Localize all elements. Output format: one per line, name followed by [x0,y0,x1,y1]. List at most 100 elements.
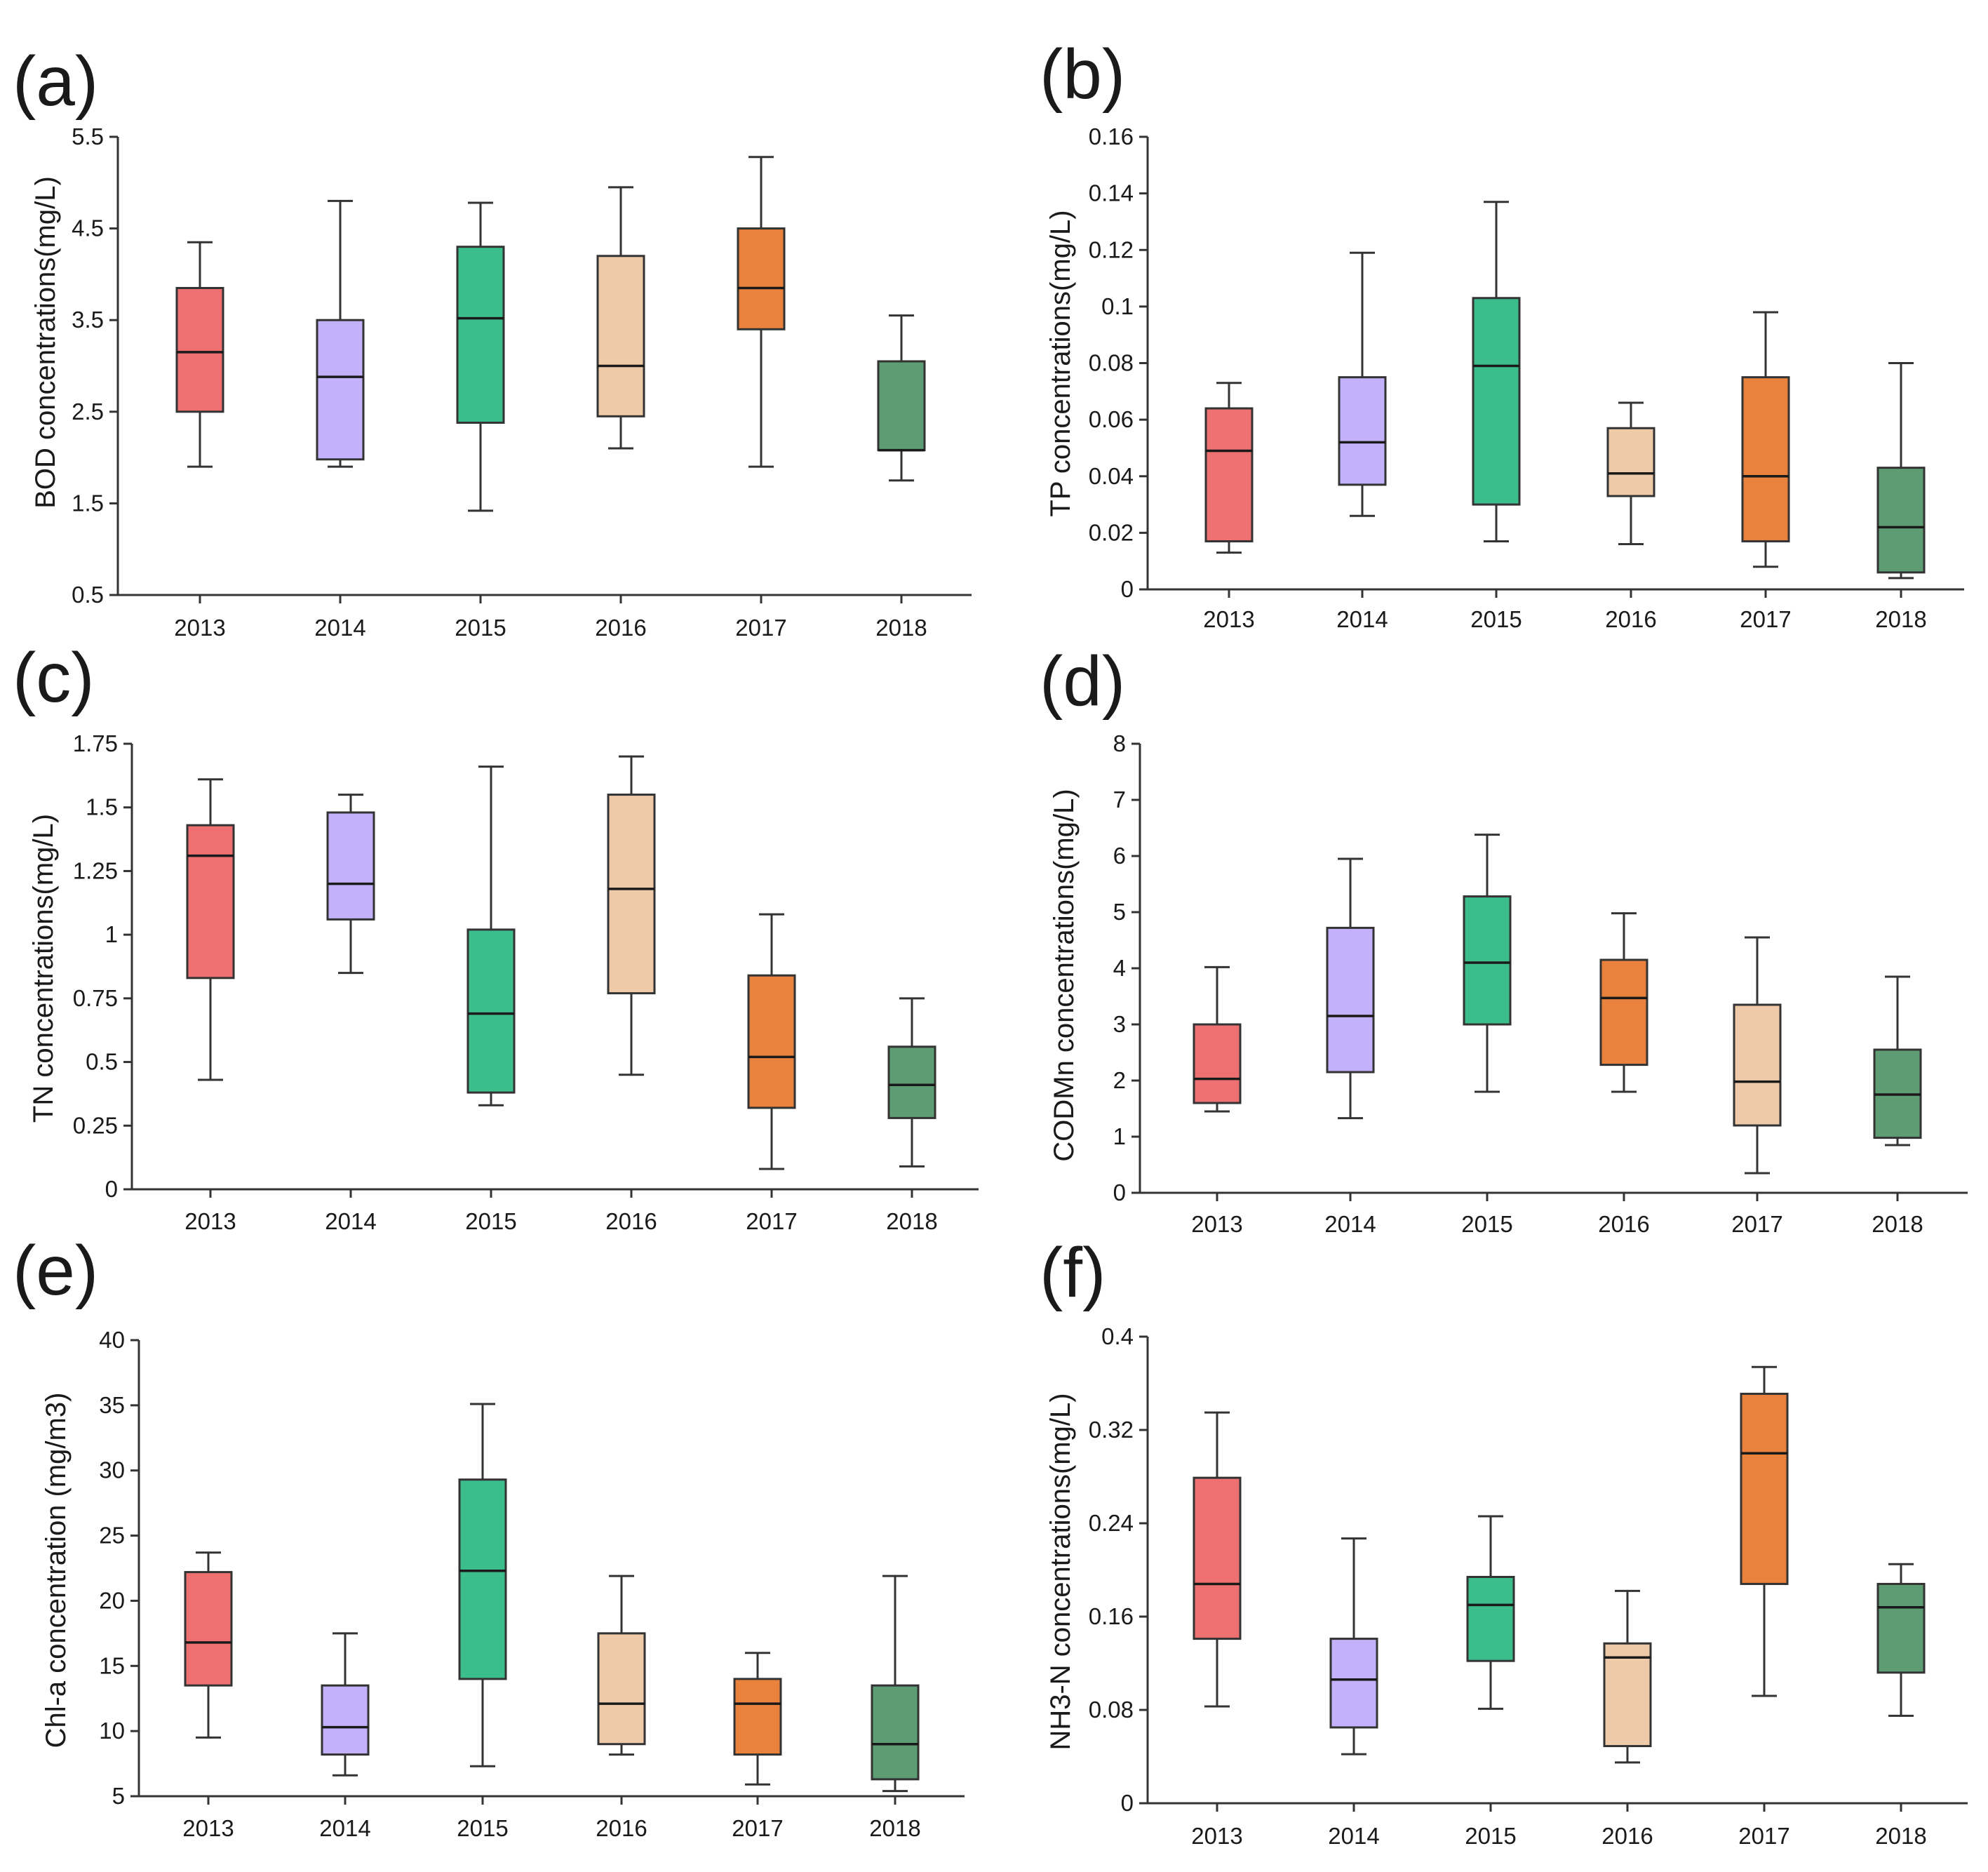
y-tick-label: 4 [1113,955,1126,981]
panel-b-ylabel: TP concentrations(mg/L) [1045,210,1076,516]
chart-e-plot: 5 10 15 20 25 30 35 40 2013 2014 2015 2016 2017 2018 [99,1327,965,1841]
x-tick-label: 2013 [1191,1211,1242,1237]
x-tick-label: 2015 [455,615,506,641]
iqr-box [747,974,796,1109]
x-tick-label: 2018 [875,615,927,641]
x-tick-label: 2014 [314,615,365,641]
box-2014 [321,1632,370,1777]
y-tick-label: 1.5 [86,794,118,820]
y-tick-label: 1 [105,921,118,947]
y-tick-label: 0.08 [1089,350,1134,376]
iqr-box [1603,1642,1652,1748]
iqr-box [1193,1476,1242,1640]
box-2018 [871,1575,920,1793]
panel-d: (d) CODMn concentrations(mg/L) [1040,642,1125,1162]
x-tick-label: 2017 [1740,606,1791,632]
box-2015 [466,765,516,1107]
x-tick-label: 2017 [1738,1823,1789,1849]
x-tick-label: 2018 [1875,1823,1926,1849]
box-2018 [1876,362,1926,580]
iqr-box [186,824,235,980]
panel-f-ylabel: NH3-N concentrations(mg/L) [1045,1393,1076,1750]
box-2015 [1466,1515,1515,1710]
chart-d-plot: 0 1 2 3 4 5 6 7 8 2013 2014 2015 2016 2017 2018 [1113,730,1968,1237]
iqr-box [466,928,516,1094]
x-tick-label: 2018 [1875,606,1926,632]
box-2014 [1326,857,1375,1120]
iqr-box [458,1478,507,1680]
iqr-box [1204,407,1254,542]
iqr-box [1463,895,1512,1026]
x-tick-label: 2015 [465,1208,516,1234]
y-tick-label: 0.25 [73,1112,118,1138]
iqr-box [1193,1023,1242,1104]
box-2018 [1876,1563,1926,1717]
box-2017 [1733,936,1782,1175]
chart-a-plot: 0.5 1.5 2.5 3.5 4.5 5.5 2013 2014 2015 2016 2017 20… [72,123,972,641]
y-tick-label: 25 [99,1523,125,1549]
box-2017 [747,913,796,1170]
x-tick-label: 2014 [1328,1823,1379,1849]
y-tick-label: 0.1 [1101,293,1134,319]
y-tick-label: 40 [99,1327,125,1353]
y-tick-label: 0.04 [1089,463,1134,489]
iqr-box [175,286,224,413]
y-tick-label: 0.06 [1089,406,1134,432]
x-tick-label: 2018 [886,1208,937,1234]
iqr-box [597,1632,646,1746]
box-2013 [1193,965,1242,1113]
iqr-box [607,794,656,995]
panel-e-ylabel: Chl-a concentration (mg/m3) [41,1393,72,1749]
iqr-box [184,1571,233,1687]
iqr-box [456,246,505,424]
x-tick-label: 2013 [182,1815,234,1841]
y-tick-label: 1.75 [73,730,118,756]
box-2015 [1463,834,1512,1093]
box-2014 [326,794,375,975]
y-tick-label: 5.5 [72,123,104,149]
box-2016 [1599,912,1648,1093]
y-tick-label: 1.5 [72,490,104,516]
x-tick-label: 2017 [746,1208,797,1234]
box-2017 [1741,311,1790,568]
x-tick-label: 2016 [1601,1823,1653,1849]
iqr-box [877,360,926,452]
iqr-box [1466,1575,1515,1662]
x-tick-label: 2015 [1461,1211,1512,1237]
y-tick-label: 0.75 [73,985,118,1011]
chart-f-plot: 0 0.08 0.16 0.24 0.32 0.4 2013 2014 2015 2016 2017… [1089,1323,1968,1849]
y-tick-label: 0.24 [1089,1510,1134,1536]
iqr-box [733,1678,782,1756]
y-tick-label: 5 [112,1783,125,1809]
box-2016 [596,186,645,450]
iqr-box [1741,376,1790,542]
iqr-box [1338,376,1387,486]
x-tick-label: 2013 [1191,1823,1242,1849]
box-2015 [456,201,505,512]
x-tick-label: 2016 [605,1208,657,1234]
panel-b: (b) TP concentrations(mg/L) [1040,35,1125,517]
iqr-box [1740,1392,1789,1585]
box-2013 [1193,1411,1242,1708]
x-tick-label: 2014 [1324,1211,1376,1237]
y-tick-label: 10 [99,1718,125,1744]
y-tick-label: 0.16 [1089,1603,1134,1629]
box-2015 [458,1403,507,1767]
x-tick-label: 2017 [732,1815,783,1841]
x-tick-label: 2016 [1598,1211,1649,1237]
panel-e-letter: (e) [13,1231,98,1310]
x-tick-label: 2014 [319,1815,370,1841]
y-tick-label: 0.08 [1089,1697,1134,1723]
box-2016 [597,1575,646,1756]
box-2018 [877,314,926,482]
x-tick-label: 2017 [1731,1211,1782,1237]
x-tick-label: 2013 [1203,606,1254,632]
box-2016 [607,755,656,1076]
panel-c-letter: (c) [13,639,95,717]
box-2013 [175,241,224,468]
iqr-box [316,319,365,461]
iqr-box [1733,1003,1782,1127]
panel-b-letter: (b) [1040,35,1125,114]
x-tick-label: 2013 [184,1208,236,1234]
